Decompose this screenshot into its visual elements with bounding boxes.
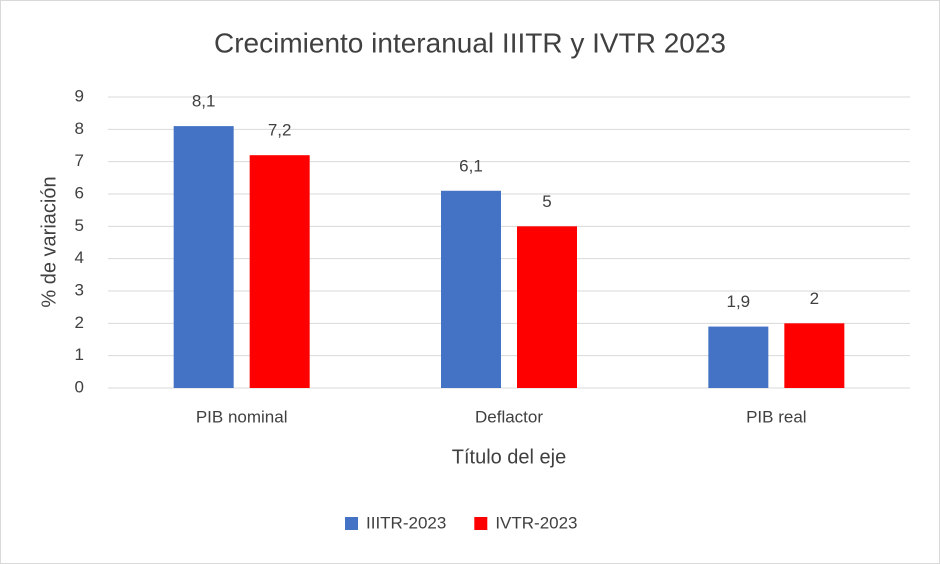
bar xyxy=(441,190,501,388)
bar xyxy=(784,323,845,388)
value-label: 2 xyxy=(810,289,819,308)
y-tick-label: 5 xyxy=(75,216,84,235)
bar xyxy=(249,155,310,388)
value-label: 7,2 xyxy=(268,121,292,140)
legend-label: IVTR-2023 xyxy=(495,513,577,532)
x-tick-label: PIB nominal xyxy=(196,407,288,426)
x-tick-label: Deflactor xyxy=(475,407,543,426)
value-label: 1,9 xyxy=(727,292,751,311)
y-tick-label: 9 xyxy=(75,86,84,105)
value-label: 5 xyxy=(542,192,551,211)
legend-swatch xyxy=(474,517,488,530)
y-tick-label: 8 xyxy=(75,119,84,138)
x-axis-title: Título del eje xyxy=(452,446,567,468)
y-tick-label: 6 xyxy=(75,183,84,202)
value-label: 6,1 xyxy=(459,156,483,175)
value-label: 8,1 xyxy=(192,92,216,111)
y-tick-label: 4 xyxy=(75,248,84,267)
chart-title: Crecimiento interanual IIITR y IVTR 2023 xyxy=(214,27,726,58)
bar xyxy=(517,226,577,388)
legend-swatch xyxy=(345,517,358,530)
x-tick-label: PIB real xyxy=(746,407,806,426)
legend-label: IIITR-2023 xyxy=(366,513,446,532)
bar xyxy=(173,126,234,388)
y-axis-title: % de variación xyxy=(38,176,60,307)
y-tick-label: 3 xyxy=(75,280,84,299)
y-tick-label: 0 xyxy=(75,377,84,396)
bar xyxy=(708,326,769,388)
y-tick-label: 1 xyxy=(75,345,84,364)
y-tick-label: 7 xyxy=(75,151,84,170)
y-tick-label: 2 xyxy=(75,313,84,332)
